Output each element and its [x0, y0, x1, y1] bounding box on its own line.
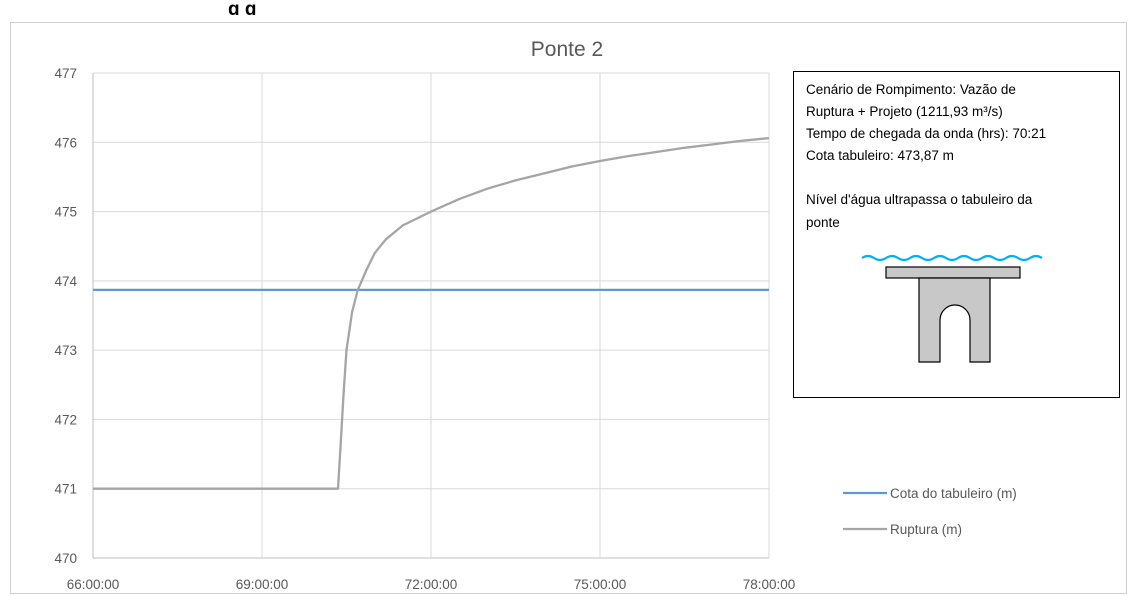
info-scenario-line1: Cenário de Rompimento: Vazão de	[806, 82, 1016, 97]
y-tick-label: 471	[54, 482, 77, 497]
info-arrival-time: Tempo de chegada da onda (hrs): 70:21	[806, 126, 1047, 141]
x-tick-label: 72:00:00	[405, 577, 458, 592]
x-tick-label: 66:00:00	[67, 577, 120, 592]
series-line-ruptura	[93, 136, 770, 490]
legend-label: Ruptura (m)	[890, 522, 962, 537]
x-tick-label: 75:00:00	[574, 577, 627, 592]
y-tick-label: 472	[54, 412, 77, 427]
y-tick-label: 475	[54, 205, 77, 220]
info-warning-line1: Nível d'água ultrapassa o tabuleiro da	[806, 192, 1033, 207]
info-warning-line2: ponte	[806, 215, 840, 230]
y-tick-label: 473	[54, 343, 77, 358]
info-scenario-line2: Ruptura + Projeto (1211,93 m³/s)	[806, 104, 1003, 119]
x-tick-label: 78:00:00	[743, 577, 796, 592]
x-axis-ticks: 66:00:00 69:00:00 72:00:00 75:00:00 78:00:00	[67, 577, 796, 592]
y-tick-label: 474	[54, 274, 77, 289]
header-cut-text: g g	[228, 0, 257, 15]
series-lines	[93, 136, 770, 490]
legend: Cota do tabuleiro (m) Ruptura (m)	[843, 486, 1017, 537]
info-deck-elevation: Cota tabuleiro: 473,87 m	[806, 148, 954, 163]
x-tick-label: 69:00:00	[236, 577, 289, 592]
y-tick-label: 470	[54, 551, 77, 566]
legend-label: Cota do tabuleiro (m)	[890, 486, 1017, 501]
y-tick-label: 476	[54, 135, 77, 150]
gridlines	[92, 72, 770, 559]
chart-title: Ponte 2	[531, 38, 603, 61]
y-tick-label: 477	[54, 66, 77, 81]
y-axis-ticks: 470 471 472 473 474 475 476 477	[54, 66, 77, 566]
